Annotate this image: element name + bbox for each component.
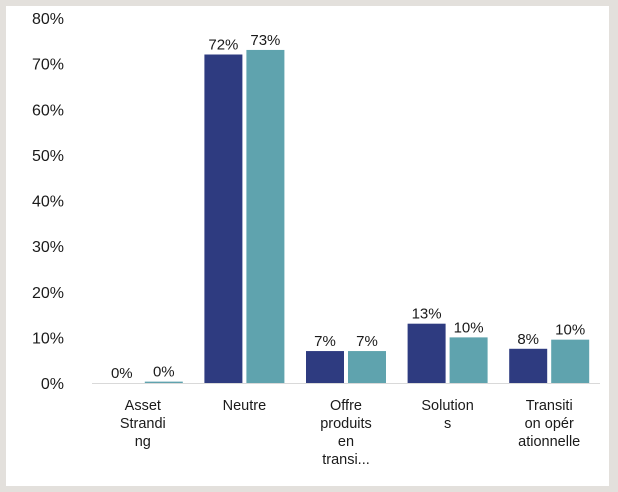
bar-2 xyxy=(348,351,386,383)
category-label: Solution s xyxy=(421,398,473,432)
bar-2 xyxy=(449,337,488,383)
data-label: 10% xyxy=(454,319,484,336)
y-tick-label: 10% xyxy=(32,330,64,347)
category-label-line: ng xyxy=(135,434,151,450)
data-label: 72% xyxy=(208,37,238,54)
category-label: Neutre xyxy=(223,398,267,414)
data-label: 8% xyxy=(517,331,539,348)
category-label: Asset Strandi ng xyxy=(120,398,166,450)
category-label-line: Offre xyxy=(330,398,362,414)
data-label: 0% xyxy=(153,364,175,381)
category-label-line: Solution xyxy=(421,398,473,414)
category-label-line: Strandi xyxy=(120,416,166,432)
y-tick-label: 0% xyxy=(41,376,64,393)
y-tick-label: 40% xyxy=(32,194,64,211)
category-label: Transiti on opér ationnelle xyxy=(518,398,580,450)
bar-2 xyxy=(246,49,285,383)
data-label: 7% xyxy=(314,333,336,350)
category-label: Offre produits en transi... xyxy=(320,398,372,468)
category-label-line: en xyxy=(338,434,354,450)
category-label-line: s xyxy=(444,416,451,432)
y-tick-label: 80% xyxy=(32,11,64,28)
bar-2 xyxy=(144,381,183,383)
category-label-line: Neutre xyxy=(223,398,267,414)
category-label-line: produits xyxy=(320,416,372,432)
chart-panel: 0% 10% 20% 30% 40% 50% 60% 70% 80% 0% 0% Asset Stran… xyxy=(6,6,609,486)
y-tick-label: 70% xyxy=(32,57,64,74)
y-tick-label: 60% xyxy=(32,102,64,119)
category-label-line: transi... xyxy=(322,452,370,468)
data-label: 0% xyxy=(111,365,133,382)
category-label-line: Transiti xyxy=(526,398,573,414)
data-label: 7% xyxy=(356,333,378,350)
category-label-line: on opér xyxy=(525,416,574,432)
y-tick-label: 50% xyxy=(32,148,64,165)
bar-1 xyxy=(407,323,446,383)
bar-1 xyxy=(306,351,344,383)
bar-1 xyxy=(509,348,548,383)
category-label-line: ationnelle xyxy=(518,434,580,450)
data-label: 73% xyxy=(250,32,280,49)
y-tick-label: 20% xyxy=(32,285,64,302)
data-label: 13% xyxy=(412,306,442,323)
y-tick-label: 30% xyxy=(32,239,64,256)
bar-chart: 0% 10% 20% 30% 40% 50% 60% 70% 80% 0% 0% Asset Stran… xyxy=(32,11,600,468)
category-label-line: Asset xyxy=(125,398,161,414)
data-label: 10% xyxy=(555,322,585,339)
bar-2 xyxy=(551,339,590,383)
bar-1 xyxy=(204,54,243,383)
